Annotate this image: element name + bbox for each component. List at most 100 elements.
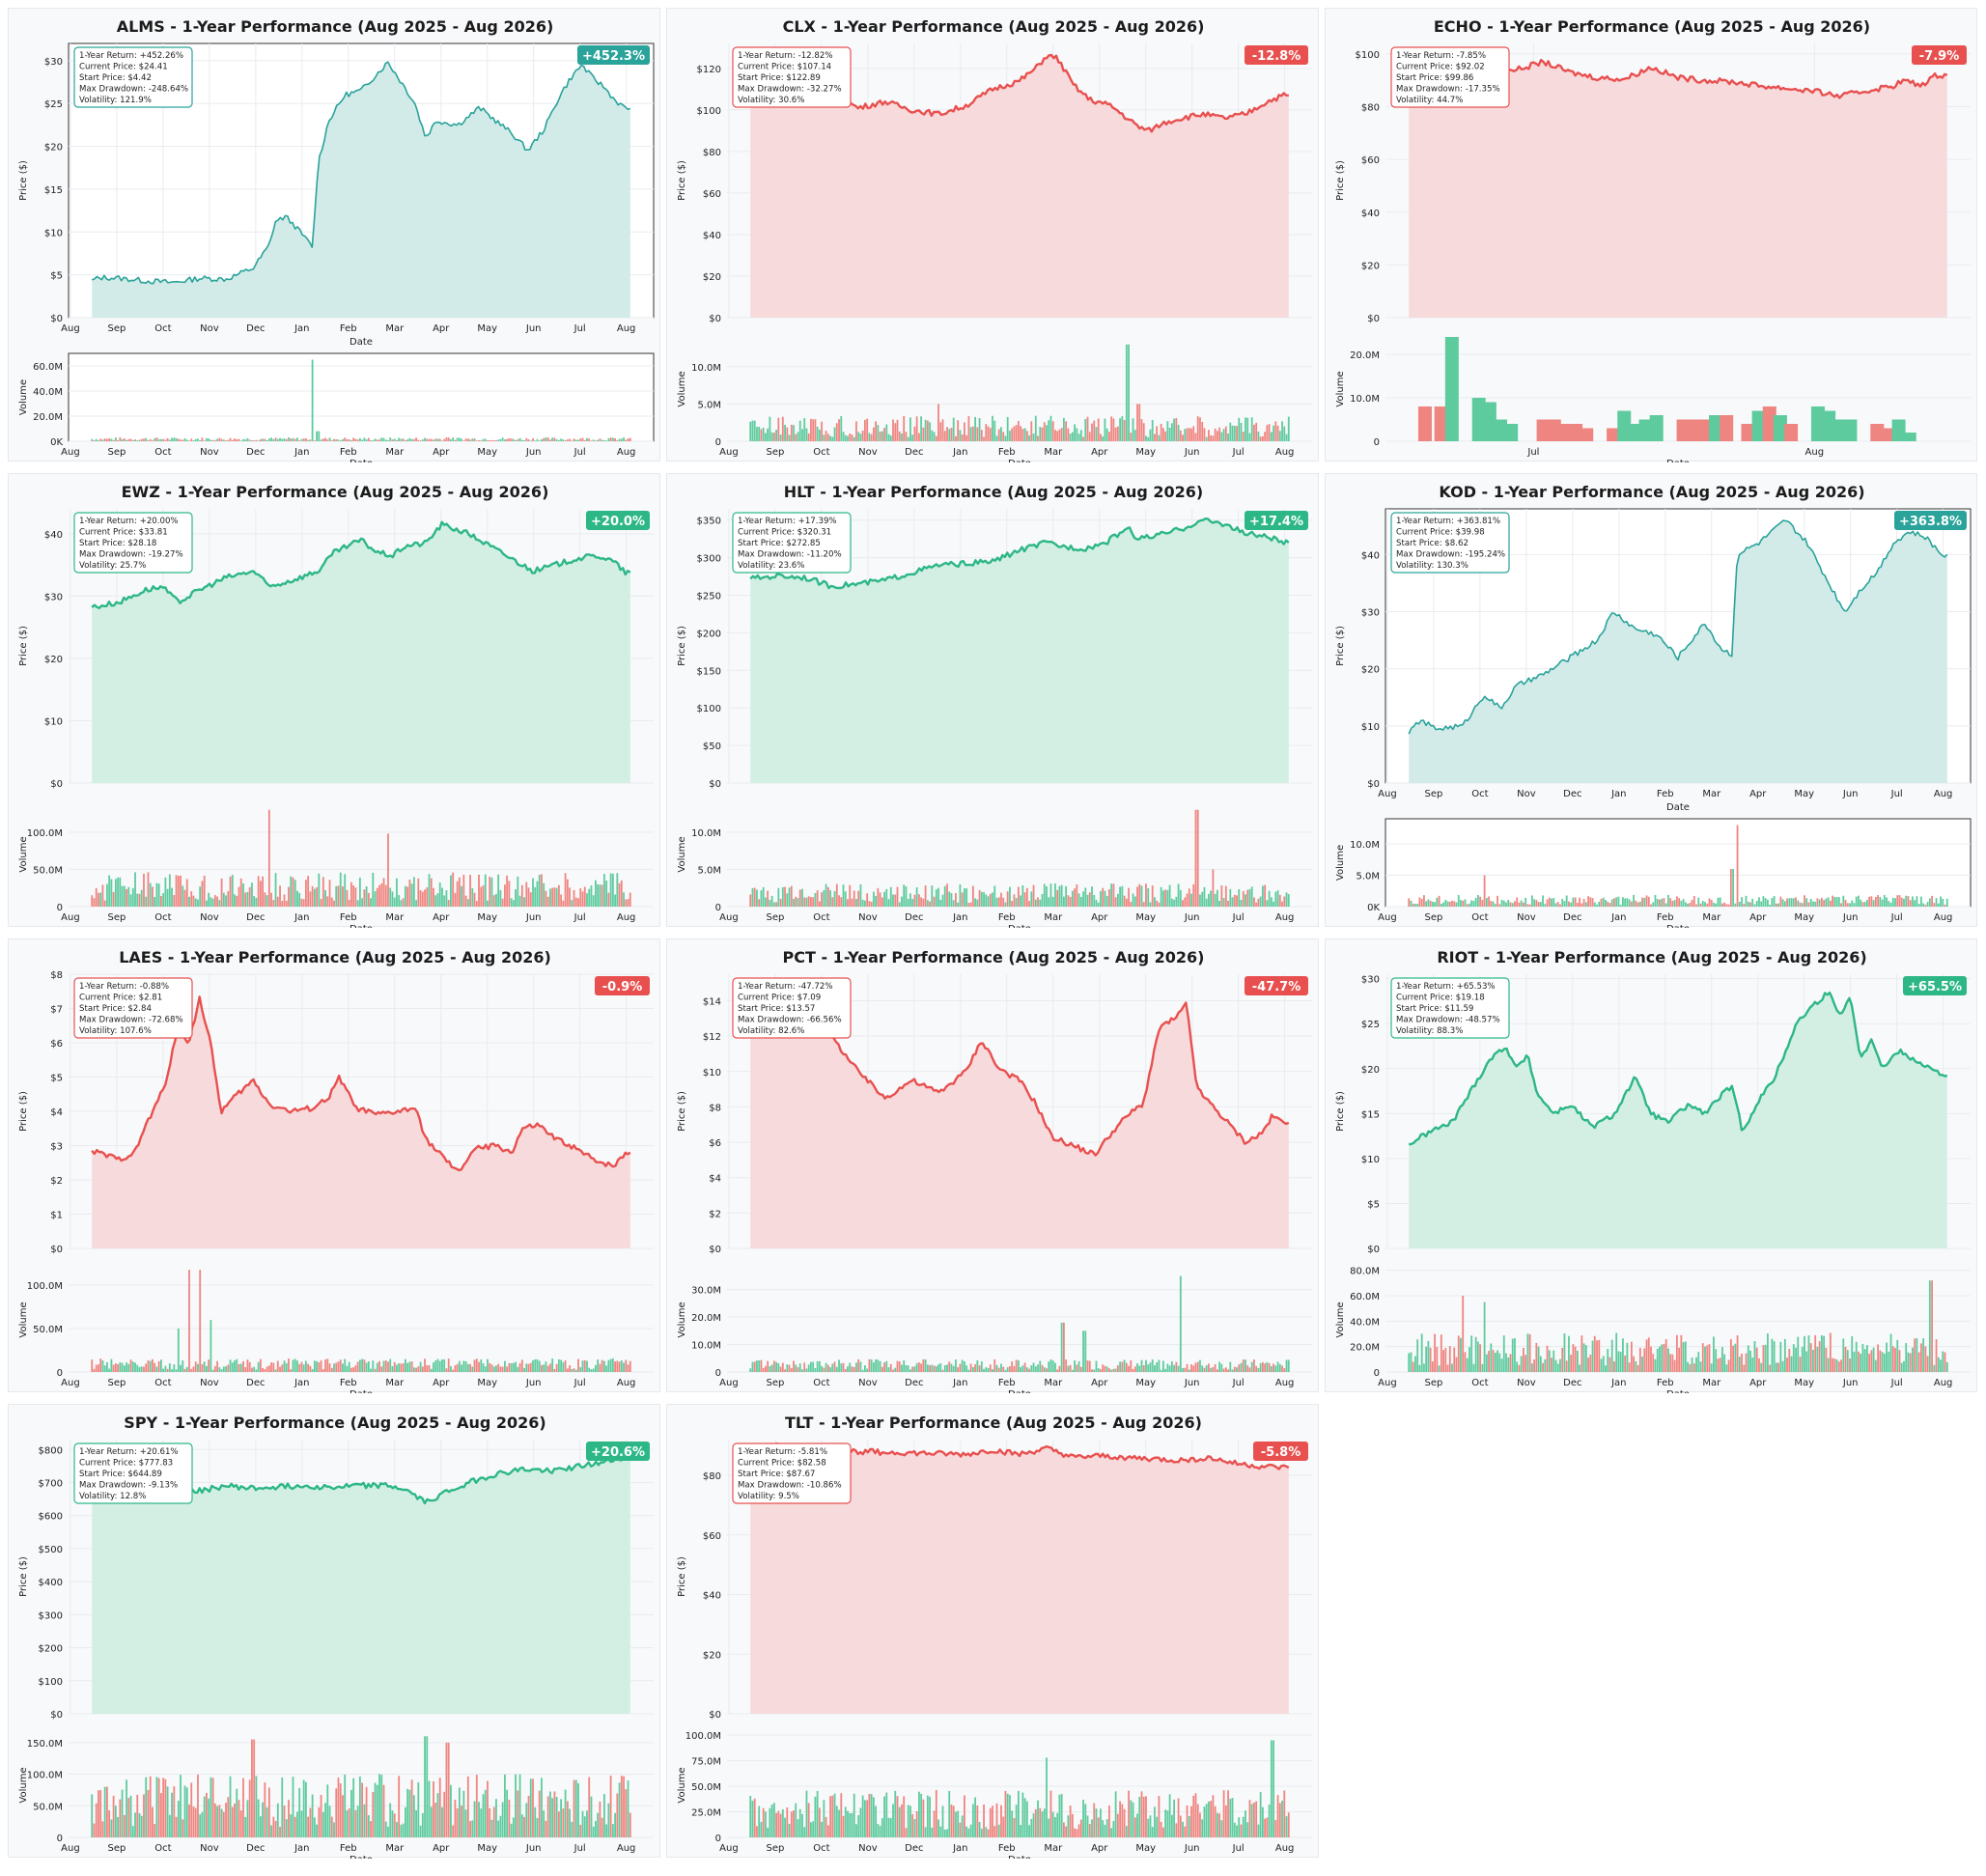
volume-bar [1273, 425, 1274, 441]
volume-bar [106, 1361, 108, 1372]
volume-bar [358, 1776, 361, 1837]
volume-bar [1054, 1817, 1056, 1837]
volume-bar [1673, 1359, 1676, 1372]
volume-bar [1060, 428, 1063, 441]
volume-bar [1136, 1363, 1138, 1372]
volume-bar [760, 429, 763, 441]
volume-bar [829, 1796, 831, 1837]
volume-bar [797, 898, 799, 907]
volume-bar [915, 416, 918, 441]
x-tick-label: Jun [1842, 789, 1859, 799]
volume-bar [1056, 1369, 1059, 1372]
volume-bar [818, 1807, 821, 1837]
volume-bar [1218, 1361, 1221, 1372]
vol-x-tick-label: Mar [385, 447, 405, 458]
volume-bar [106, 1786, 108, 1837]
volume-bar [1199, 417, 1201, 441]
volume-bar [795, 1803, 797, 1837]
volume-bar [126, 439, 127, 441]
volume-bar [1227, 434, 1229, 441]
x-tick-label: May [477, 323, 497, 334]
x-tick-label: May [1794, 789, 1814, 799]
volume-bar [1557, 424, 1572, 441]
volume-bar [1069, 1806, 1072, 1837]
price-area [92, 1455, 630, 1714]
volume-bar [220, 1808, 223, 1837]
volume-bar [1077, 1360, 1080, 1372]
stats-box [1390, 46, 1510, 108]
vol-x-tick-label: Jun [525, 1378, 542, 1388]
volume-bar [1227, 1369, 1229, 1372]
volume-bar [1507, 1357, 1510, 1372]
volume-bar [506, 1789, 509, 1837]
volume-bar [1805, 898, 1808, 907]
vol-x-tick-label: Dec [246, 912, 265, 923]
volume-bar [1168, 884, 1171, 907]
volume-bar [920, 897, 923, 907]
vol-x-tick-label: Aug [1934, 912, 1953, 923]
volume-bar [309, 1365, 312, 1372]
volume-bar [499, 889, 502, 907]
volume-bar [231, 1362, 234, 1372]
volume-bar [1259, 896, 1262, 907]
volume-bar [149, 882, 152, 907]
stats-line: Current Price: $24.41 [79, 63, 168, 72]
volume-bar [599, 1363, 601, 1372]
volume-bar [1944, 904, 1946, 907]
volume-bar [462, 1790, 465, 1837]
volume-bar [246, 1800, 249, 1837]
volume-bar [1017, 1359, 1020, 1372]
volume-bar [756, 889, 758, 907]
volume-bar [177, 1801, 180, 1837]
volume-bar [929, 901, 931, 907]
volume-bar [517, 1790, 519, 1837]
volume-bar [316, 887, 318, 907]
volume-bar [497, 1820, 500, 1837]
volume-bar [1829, 1332, 1832, 1372]
volume-bar [300, 438, 303, 441]
volume-bar [1084, 887, 1087, 907]
vol-x-tick-label: Feb [998, 1378, 1016, 1388]
chart-svg-alms: ALMS - 1-Year Performance (Aug 2025 - Au… [18, 17, 655, 462]
volume-bar [790, 885, 793, 907]
volume-bar [1079, 896, 1082, 907]
volume-bar [1121, 885, 1124, 907]
volume-bar [311, 885, 314, 907]
volume-bar [1021, 1365, 1024, 1372]
volume-bar [1909, 900, 1912, 907]
y-tick-label: $4 [709, 1174, 721, 1185]
volume-bar [964, 1795, 965, 1837]
y-tick-label: $80 [703, 148, 721, 158]
vol-tick-label: 0K [50, 437, 63, 448]
chart-svg-pct: PCT - 1-Year Performance (Aug 2025 - Aug… [677, 948, 1312, 1393]
volume-bar [534, 1358, 537, 1372]
volume-bar [620, 880, 623, 907]
volume-bar [1158, 434, 1161, 441]
vol-x-tick-label: Nov [858, 447, 878, 458]
volume-bar [760, 890, 763, 907]
volume-bar [1795, 897, 1797, 907]
volume-bar [909, 1806, 911, 1837]
volume-bar [577, 898, 579, 907]
volume-bar [527, 1795, 530, 1837]
volume-bar [259, 438, 262, 441]
vol-tick-label: 150.0M [27, 1739, 63, 1750]
volume-bar [527, 439, 530, 441]
volume-bar [1605, 1365, 1607, 1372]
volume-bar [781, 416, 784, 441]
volume-bar [579, 888, 582, 907]
volume-bar [391, 1809, 394, 1837]
volume-bar [157, 1360, 160, 1372]
volume-bar [1095, 899, 1098, 907]
volume-bar [466, 438, 469, 441]
volume-bar [1903, 1360, 1905, 1372]
volume-bar [1610, 1339, 1613, 1372]
volume-bar [517, 1366, 519, 1372]
volume-bar [767, 1827, 769, 1837]
y-tick-label: $20 [44, 655, 63, 665]
volume-bar [1886, 1342, 1888, 1372]
volume-bar [810, 1361, 812, 1372]
volume-bar [1647, 1337, 1650, 1372]
volume-bar [1661, 898, 1664, 907]
volume-bar [183, 1785, 186, 1837]
